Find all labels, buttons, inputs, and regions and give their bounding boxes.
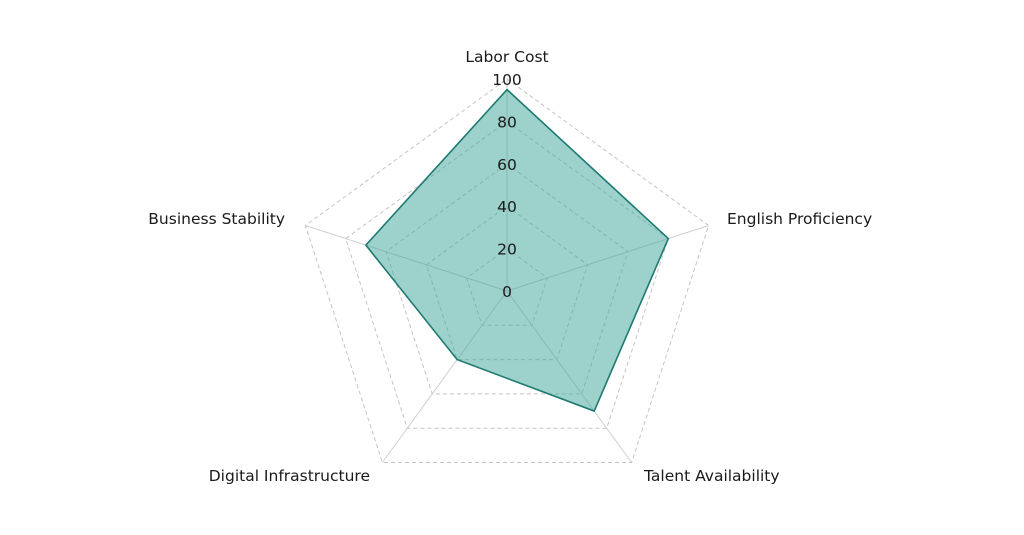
axis-label-digital-infrastructure: Digital Infrastructure [209, 467, 370, 485]
tick-label-80: 80 [497, 113, 517, 131]
axis-label-business-stability: Business Stability [148, 210, 285, 228]
tick-label-0: 0 [502, 283, 512, 301]
tick-label-60: 60 [497, 156, 517, 174]
axis-label-labor-cost: Labor Cost [465, 48, 548, 66]
tick-label-20: 20 [497, 241, 517, 259]
grid-ring-80 [345, 120, 669, 429]
axis-label-talent-availability: Talent Availability [643, 467, 780, 485]
tick-label-100: 100 [492, 71, 522, 89]
category-axis-labels: Labor Cost English Proficiency Talent Avai… [148, 48, 872, 485]
axis-label-english-proficiency: English Proficiency [727, 210, 872, 228]
tick-label-40: 40 [497, 198, 517, 216]
radial-tick-labels: 0 20 40 60 80 100 [492, 71, 522, 301]
data-series-polygon [364, 88, 670, 413]
grid-ring-100 [304, 78, 710, 464]
